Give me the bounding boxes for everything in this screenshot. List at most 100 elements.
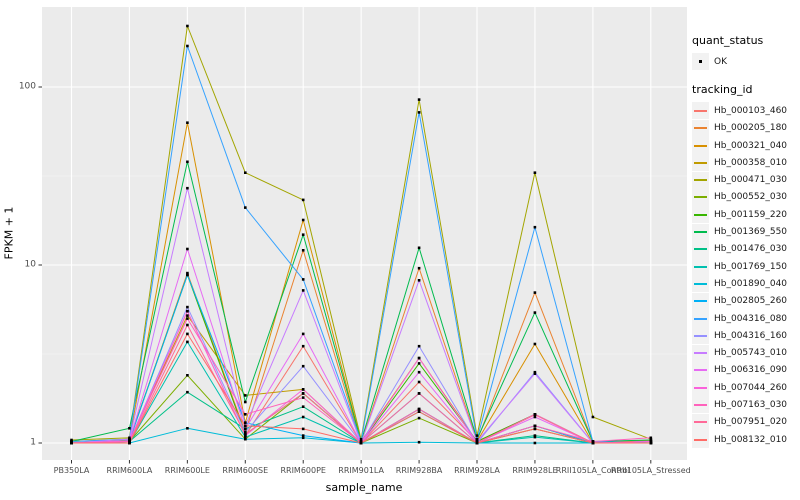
legend-entry-label: Hb_004316_080 xyxy=(714,313,788,324)
data-point xyxy=(591,441,595,445)
data-point xyxy=(649,438,653,442)
line-swatch-icon xyxy=(694,179,707,182)
y-tick-label: 1 xyxy=(30,437,36,448)
data-point xyxy=(533,435,537,439)
legend-title-tracking-id: tracking_id xyxy=(692,83,753,97)
legend-key-box xyxy=(692,223,709,241)
x-tick-label: RRIM901LA xyxy=(338,466,385,475)
data-point xyxy=(186,332,189,336)
data-point xyxy=(301,388,305,391)
legend-entry-label: Hb_007951_020 xyxy=(714,417,788,428)
data-point xyxy=(301,289,305,292)
legend: quant_status OK tracking_id Hb_000103_46… xyxy=(692,34,798,449)
x-tick-label: RRII105LA_Control xyxy=(555,466,630,475)
legend-entry-label: Hb_005743_010 xyxy=(714,348,788,359)
legend-entry-label: Hb_000321_040 xyxy=(714,140,788,151)
legend-entry: Hb_004316_160 xyxy=(692,327,798,345)
x-tick-label: RRIM600LA xyxy=(106,466,153,475)
data-point xyxy=(533,441,537,445)
y-tick-label: 100 xyxy=(18,81,36,92)
data-point xyxy=(128,440,131,443)
line-swatch-icon xyxy=(694,369,707,372)
data-point xyxy=(244,424,247,428)
data-point xyxy=(417,380,421,384)
data-point xyxy=(186,317,189,320)
x-tick-label: PB350LA xyxy=(53,466,90,475)
data-point xyxy=(186,427,189,430)
data-point xyxy=(244,206,247,209)
data-point xyxy=(533,427,537,431)
legend-entry: Hb_004316_080 xyxy=(692,310,798,327)
line-swatch-icon xyxy=(694,282,707,285)
data-point xyxy=(244,400,247,404)
data-point xyxy=(475,441,479,445)
data-point xyxy=(70,441,73,445)
data-point xyxy=(301,396,305,399)
data-point xyxy=(186,374,189,377)
x-tick-label: RRIM600LE xyxy=(164,466,210,475)
legend-key-box xyxy=(692,361,709,379)
legend-entry: Hb_002805_260 xyxy=(692,292,798,310)
legend-key-box xyxy=(692,53,709,71)
data-point xyxy=(533,415,537,419)
data-point xyxy=(533,225,537,229)
legend-entry: Hb_006316_090 xyxy=(692,361,798,379)
data-point xyxy=(186,24,189,28)
data-point xyxy=(128,441,131,445)
data-point xyxy=(186,314,189,317)
line-swatch-icon xyxy=(694,352,707,355)
data-point xyxy=(301,344,305,348)
data-point xyxy=(186,305,189,309)
data-point xyxy=(417,362,421,365)
y-axis-title: FPKM + 1 xyxy=(2,206,16,260)
x-tick-label: RRIM600PE xyxy=(280,466,326,475)
x-axis-title: sample_name xyxy=(325,481,403,494)
data-point xyxy=(417,440,421,444)
line-swatch-icon xyxy=(694,231,707,234)
legend-entry: Hb_000471_030 xyxy=(692,171,798,189)
data-point xyxy=(417,246,421,250)
data-point xyxy=(244,171,247,174)
legend-entry-label: Hb_000205_180 xyxy=(714,123,788,134)
legend-key-box xyxy=(692,240,709,258)
data-point xyxy=(301,392,305,395)
data-point xyxy=(417,279,421,282)
data-point xyxy=(417,370,421,374)
data-point xyxy=(128,427,131,430)
legend-key-box xyxy=(692,188,709,206)
data-point xyxy=(417,407,421,411)
data-point xyxy=(359,437,363,441)
data-point xyxy=(417,98,421,101)
legend-entry-label: Hb_006316_090 xyxy=(714,365,788,376)
data-point xyxy=(533,291,537,294)
line-swatch-icon xyxy=(694,300,707,303)
data-point xyxy=(301,364,305,368)
data-point xyxy=(475,437,479,441)
data-point xyxy=(533,424,537,428)
legend-entry-label: Hb_000103_460 xyxy=(714,105,788,116)
legend-entry-label: Hb_000552_030 xyxy=(714,192,788,203)
data-point xyxy=(301,332,305,336)
line-swatch-icon xyxy=(694,144,707,147)
legend-entry: Hb_000552_030 xyxy=(692,188,798,206)
data-point xyxy=(591,415,595,419)
legend-entry-label: Hb_000471_030 xyxy=(714,175,788,186)
legend-entry-quant-status-ok: OK xyxy=(692,53,798,71)
data-point xyxy=(649,436,653,440)
legend-key-box xyxy=(692,154,709,172)
x-tick-label: RRIM928BA xyxy=(395,466,443,475)
data-point xyxy=(186,160,189,164)
line-swatch-icon xyxy=(694,127,707,130)
legend-key-box xyxy=(692,310,709,327)
legend-entry-label: Hb_007044_260 xyxy=(714,382,788,393)
data-point xyxy=(70,438,73,442)
legend-entry: Hb_001769_150 xyxy=(692,258,798,276)
data-point xyxy=(244,430,247,434)
legend-key-box xyxy=(692,206,709,224)
data-point xyxy=(533,342,537,346)
data-point xyxy=(301,434,305,437)
line-swatch-icon xyxy=(694,248,707,251)
data-point xyxy=(244,421,247,424)
